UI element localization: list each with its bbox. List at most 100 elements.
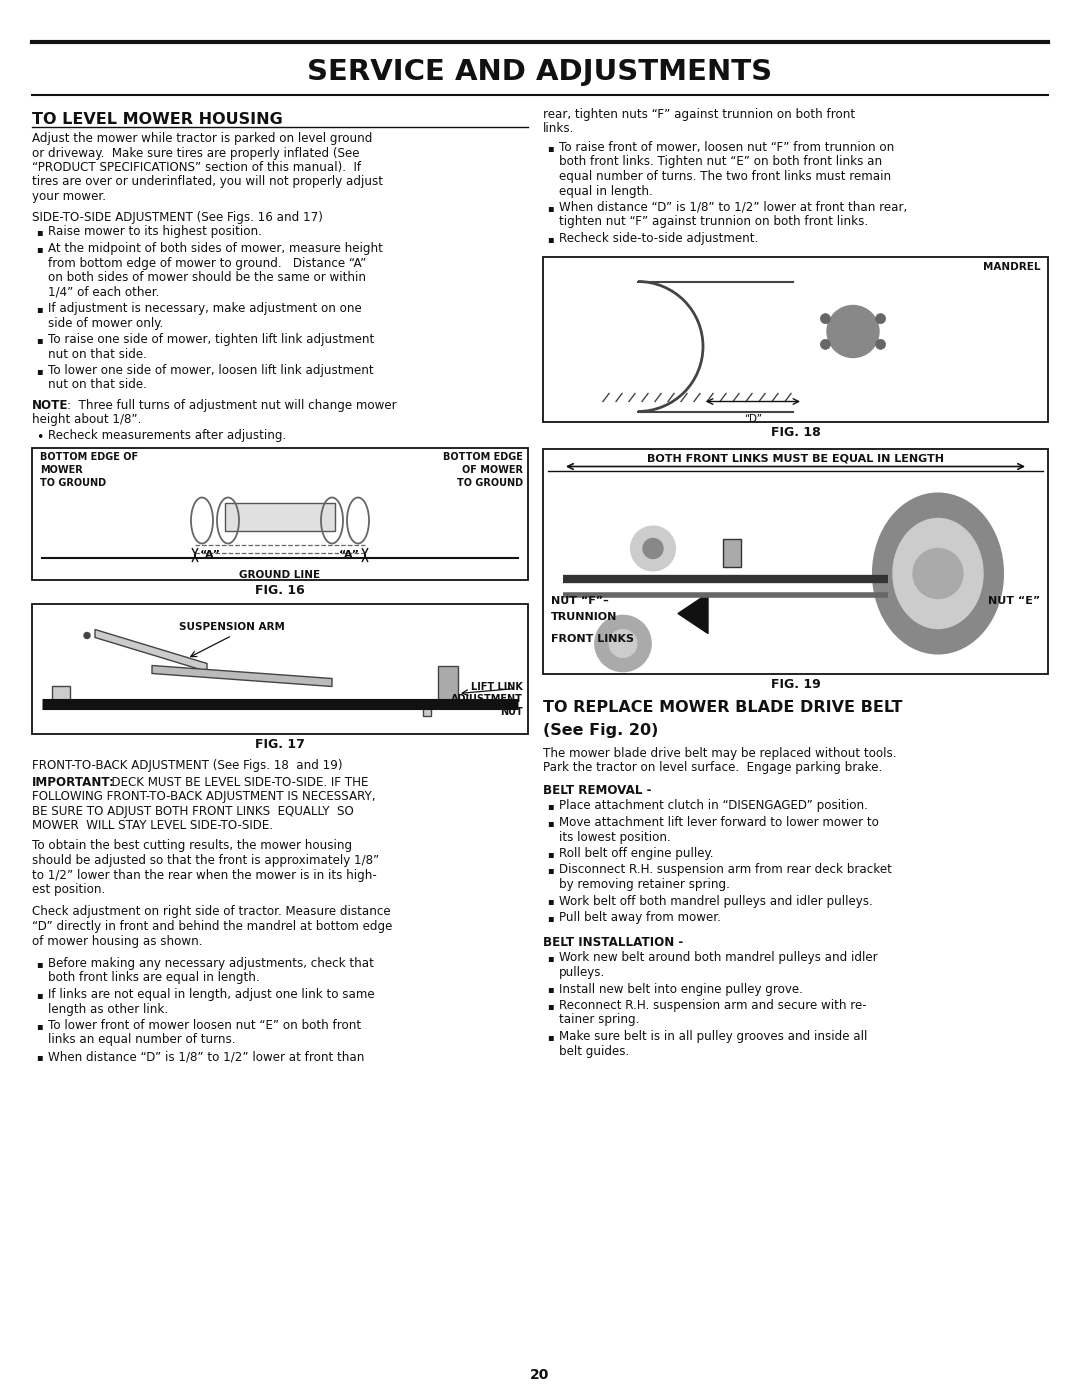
Text: tighten nut “F” against trunnion on both front links.: tighten nut “F” against trunnion on both… [559, 215, 868, 229]
Text: length as other link.: length as other link. [48, 1003, 168, 1016]
Circle shape [821, 339, 831, 349]
Text: DECK MUST BE LEVEL SIDE-TO-SIDE. IF THE: DECK MUST BE LEVEL SIDE-TO-SIDE. IF THE [104, 775, 368, 788]
FancyBboxPatch shape [32, 604, 528, 733]
Circle shape [991, 274, 1015, 299]
Circle shape [827, 306, 879, 358]
Text: Move attachment lift lever forward to lower mower to: Move attachment lift lever forward to lo… [559, 816, 879, 828]
Polygon shape [152, 665, 332, 686]
Text: ▪: ▪ [546, 985, 554, 995]
Text: 1/4” of each other.: 1/4” of each other. [48, 285, 160, 299]
Text: FRONT LINKS: FRONT LINKS [551, 633, 634, 644]
FancyBboxPatch shape [32, 447, 528, 580]
Circle shape [643, 538, 663, 559]
Text: on both sides of mower should be the same or within: on both sides of mower should be the sam… [48, 271, 366, 284]
Circle shape [84, 633, 90, 638]
Text: of mower housing as shown.: of mower housing as shown. [32, 935, 203, 947]
Text: “D”: “D” [744, 414, 762, 423]
Text: TO LEVEL MOWER HOUSING: TO LEVEL MOWER HOUSING [32, 112, 283, 127]
Text: To raise front of mower, loosen nut “F” from trunnion on: To raise front of mower, loosen nut “F” … [559, 141, 894, 154]
Text: ▪: ▪ [546, 954, 554, 964]
Text: “A”: “A” [339, 549, 360, 560]
Text: FRONT-TO-BACK ADJUSTMENT (See Figs. 18  and 19): FRONT-TO-BACK ADJUSTMENT (See Figs. 18 a… [32, 760, 342, 773]
Text: ▪: ▪ [36, 990, 42, 1000]
Circle shape [70, 619, 104, 652]
Text: “D” directly in front and behind the mandrel at bottom edge: “D” directly in front and behind the man… [32, 921, 392, 933]
Circle shape [801, 279, 905, 384]
Text: When distance “D” is 1/8” to 1/2” lower at front than rear,: When distance “D” is 1/8” to 1/2” lower … [559, 201, 907, 214]
Text: If adjustment is necessary, make adjustment on one: If adjustment is necessary, make adjustm… [48, 302, 362, 314]
Text: Roll belt off engine pulley.: Roll belt off engine pulley. [559, 847, 714, 861]
Text: ▪: ▪ [546, 866, 554, 876]
Polygon shape [678, 594, 708, 633]
Text: •: • [36, 432, 43, 444]
Text: LIFT LINK
ADJUSTMENT
NUT: LIFT LINK ADJUSTMENT NUT [451, 682, 523, 717]
Circle shape [78, 626, 96, 644]
Text: At the midpoint of both sides of mower, measure height: At the midpoint of both sides of mower, … [48, 242, 383, 256]
Text: GROUND LINE: GROUND LINE [240, 570, 321, 580]
Text: rear, tighten nuts “F” against trunnion on both front: rear, tighten nuts “F” against trunnion … [543, 108, 855, 122]
Text: ▪: ▪ [36, 335, 42, 345]
Text: FIG. 19: FIG. 19 [771, 679, 821, 692]
Text: tires are over or underinflated, you will not properly adjust: tires are over or underinflated, you wil… [32, 176, 383, 189]
Text: ▪: ▪ [546, 914, 554, 923]
Text: est position.: est position. [32, 883, 105, 895]
Text: To raise one side of mower, tighten lift link adjustment: To raise one side of mower, tighten lift… [48, 332, 375, 346]
Text: ▪: ▪ [36, 244, 42, 254]
Text: Work belt off both mandrel pulleys and idler pulleys.: Work belt off both mandrel pulleys and i… [559, 894, 873, 908]
Text: nut on that side.: nut on that side. [48, 348, 147, 360]
Text: Reconnect R.H. suspension arm and secure with re-: Reconnect R.H. suspension arm and secure… [559, 999, 866, 1011]
Text: equal in length.: equal in length. [559, 184, 652, 197]
Circle shape [991, 324, 1015, 348]
Text: TRUNNION: TRUNNION [551, 612, 618, 622]
Text: ▪: ▪ [546, 819, 554, 828]
Circle shape [595, 616, 651, 672]
Text: FOLLOWING FRONT-TO-BACK ADJUSTMENT IS NECESSARY,: FOLLOWING FRONT-TO-BACK ADJUSTMENT IS NE… [32, 789, 376, 803]
Text: Make sure belt is in all pulley grooves and inside all: Make sure belt is in all pulley grooves … [559, 1030, 867, 1044]
Text: BELT INSTALLATION -: BELT INSTALLATION - [543, 936, 684, 949]
Ellipse shape [893, 518, 983, 629]
Text: links.: links. [543, 123, 575, 136]
Text: IMPORTANT:: IMPORTANT: [32, 775, 114, 788]
FancyBboxPatch shape [543, 448, 1048, 673]
Text: ▪: ▪ [36, 228, 42, 237]
Text: To obtain the best cutting results, the mower housing: To obtain the best cutting results, the … [32, 840, 352, 852]
Circle shape [876, 339, 886, 349]
Text: MANDREL: MANDREL [983, 263, 1040, 272]
Text: Pull belt away from mower.: Pull belt away from mower. [559, 911, 720, 923]
Text: height about 1/8”.: height about 1/8”. [32, 414, 141, 426]
Text: TO REPLACE MOWER BLADE DRIVE BELT: TO REPLACE MOWER BLADE DRIVE BELT [543, 700, 903, 715]
Circle shape [609, 630, 637, 658]
Text: “A”: “A” [200, 549, 221, 560]
Text: SERVICE AND ADJUSTMENTS: SERVICE AND ADJUSTMENTS [308, 59, 772, 87]
Text: ▪: ▪ [36, 1052, 42, 1062]
Text: both front links are equal in length.: both front links are equal in length. [48, 971, 259, 985]
Text: The mower blade drive belt may be replaced without tools.: The mower blade drive belt may be replac… [543, 746, 896, 760]
FancyBboxPatch shape [52, 686, 70, 705]
Text: its lowest position.: its lowest position. [559, 830, 671, 844]
Text: Place attachment clutch in “DISENGAGED” position.: Place attachment clutch in “DISENGAGED” … [559, 799, 868, 813]
Text: pulleys.: pulleys. [559, 965, 605, 979]
Text: links an equal number of turns.: links an equal number of turns. [48, 1034, 235, 1046]
Text: side of mower only.: side of mower only. [48, 317, 163, 330]
Text: Raise mower to its highest position.: Raise mower to its highest position. [48, 225, 261, 239]
Text: ▪: ▪ [36, 366, 42, 376]
Text: Adjust the mower while tractor is parked on level ground: Adjust the mower while tractor is parked… [32, 131, 373, 145]
Text: ▪: ▪ [546, 849, 554, 859]
Text: Park the tractor on level surface.  Engage parking brake.: Park the tractor on level surface. Engag… [543, 761, 882, 774]
Text: ▪: ▪ [546, 897, 554, 907]
Text: BOTTOM EDGE
OF MOWER
TO GROUND: BOTTOM EDGE OF MOWER TO GROUND [443, 453, 523, 488]
Text: :  Three full turns of adjustment nut will change mower: : Three full turns of adjustment nut wil… [67, 400, 396, 412]
Text: BE SURE TO ADJUST BOTH FRONT LINKS  EQUALLY  SO: BE SURE TO ADJUST BOTH FRONT LINKS EQUAL… [32, 805, 354, 817]
Text: “PRODUCT SPECIFICATIONS” section of this manual).  If: “PRODUCT SPECIFICATIONS” section of this… [32, 161, 361, 175]
Text: Recheck measurements after adjusting.: Recheck measurements after adjusting. [48, 429, 286, 443]
Text: SUSPENSION ARM: SUSPENSION ARM [179, 622, 285, 631]
FancyBboxPatch shape [225, 503, 335, 531]
Text: If links are not equal in length, adjust one link to same: If links are not equal in length, adjust… [48, 988, 375, 1002]
Text: ▪: ▪ [36, 1021, 42, 1031]
Text: to 1/2” lower than the rear when the mower is in its high-: to 1/2” lower than the rear when the mow… [32, 869, 377, 882]
Text: tainer spring.: tainer spring. [559, 1013, 639, 1027]
Text: BELT REMOVAL -: BELT REMOVAL - [543, 784, 651, 796]
Text: both front links. Tighten nut “E” on both front links an: both front links. Tighten nut “E” on bot… [559, 155, 882, 169]
Text: ▪: ▪ [546, 235, 554, 244]
Text: NUT “F”–: NUT “F”– [551, 597, 609, 606]
